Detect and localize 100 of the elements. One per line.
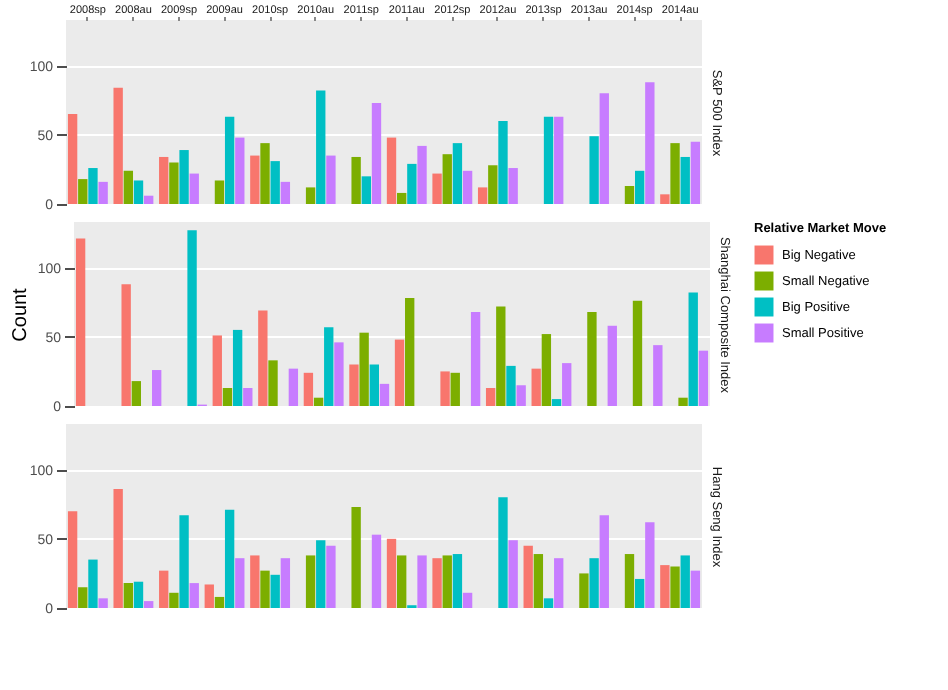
bar (98, 181, 108, 204)
bar (369, 364, 379, 406)
bar (397, 555, 407, 608)
bar (359, 332, 369, 406)
bar (462, 592, 473, 608)
bar (690, 141, 701, 204)
bar (660, 565, 670, 608)
bar (224, 509, 235, 608)
bar (67, 114, 78, 204)
bar (634, 170, 645, 204)
bar (334, 342, 344, 406)
bar (305, 187, 316, 204)
bar (488, 165, 498, 204)
bar (452, 554, 463, 608)
bar (417, 555, 427, 608)
bar (214, 180, 225, 204)
bar (232, 329, 243, 406)
bar (113, 87, 123, 204)
bar (632, 300, 643, 406)
bar (645, 522, 655, 608)
bar (498, 120, 508, 204)
bar (523, 545, 533, 608)
bar (397, 192, 407, 204)
bar (624, 186, 635, 204)
bar (533, 554, 544, 608)
bar (324, 327, 334, 406)
bar (351, 156, 361, 204)
bar (394, 339, 405, 406)
bar (589, 558, 599, 608)
bar (187, 230, 197, 406)
bar (303, 372, 314, 406)
bar (260, 570, 270, 608)
bar (179, 515, 189, 608)
bar (144, 195, 154, 204)
bar (688, 292, 698, 406)
bar (670, 143, 680, 204)
bar (554, 116, 564, 204)
bar (541, 334, 552, 406)
bar (235, 558, 245, 608)
bar (123, 583, 134, 608)
bar (386, 137, 397, 204)
bar (133, 581, 144, 608)
bar (653, 345, 663, 406)
y-axis-title: Count (9, 287, 32, 342)
bar (432, 558, 442, 608)
bar (371, 103, 382, 204)
bar (113, 489, 123, 608)
bar (280, 181, 291, 204)
bar (326, 155, 336, 204)
bar (326, 545, 336, 608)
bar (506, 365, 516, 406)
bar (179, 150, 189, 204)
bar (212, 335, 222, 406)
bar (599, 93, 609, 204)
bar (680, 555, 690, 608)
bar (131, 381, 142, 406)
bar (268, 360, 278, 406)
bar (452, 143, 463, 204)
bar (169, 162, 179, 204)
bar (224, 116, 235, 204)
bar (579, 573, 589, 608)
bar (680, 156, 690, 204)
bar (607, 325, 617, 406)
bar (531, 368, 541, 406)
bar (589, 136, 599, 204)
bar (260, 143, 270, 204)
bar (485, 388, 496, 406)
bar (361, 176, 371, 204)
bar (508, 168, 518, 204)
bar (258, 310, 268, 406)
bar (98, 598, 108, 608)
bar (159, 570, 169, 608)
bar (551, 399, 562, 406)
bar (235, 137, 245, 204)
bar (270, 574, 280, 608)
bar (442, 154, 452, 204)
bar (470, 311, 481, 406)
bar (67, 511, 78, 608)
bar (432, 173, 442, 204)
bar (386, 538, 397, 608)
bar (250, 155, 260, 204)
bar (508, 540, 518, 608)
bar (152, 370, 162, 406)
bar (316, 540, 326, 608)
bar (698, 350, 709, 406)
bar (440, 371, 450, 406)
bar (670, 566, 680, 608)
bar (78, 587, 88, 608)
bar (543, 598, 554, 608)
bar (159, 156, 169, 204)
bar (305, 555, 316, 608)
bar (204, 584, 214, 608)
bar (371, 534, 382, 608)
bar (270, 161, 280, 204)
bar (243, 388, 253, 406)
bar (462, 170, 473, 204)
bar (169, 592, 179, 608)
bar (407, 163, 417, 204)
bar (543, 116, 554, 204)
bar (496, 306, 506, 406)
